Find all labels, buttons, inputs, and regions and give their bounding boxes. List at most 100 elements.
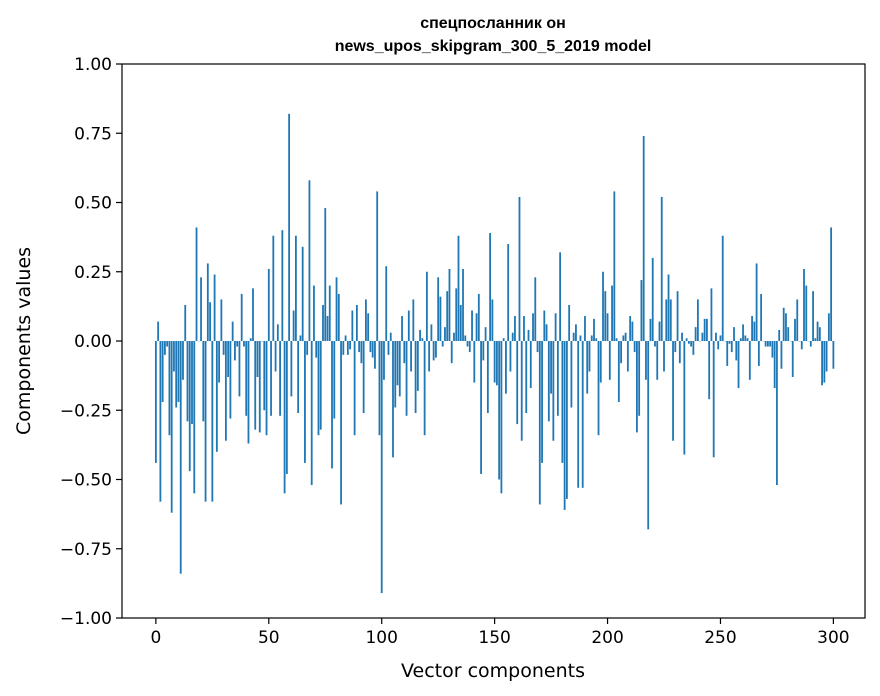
bar xyxy=(565,341,568,499)
bar xyxy=(604,291,607,341)
bar xyxy=(534,277,537,341)
bar xyxy=(353,341,356,436)
bar xyxy=(464,335,467,341)
y-tick-label: −0.25 xyxy=(60,401,112,421)
bar xyxy=(317,341,320,436)
bar xyxy=(360,341,363,364)
bar xyxy=(753,321,756,341)
bar xyxy=(532,313,534,341)
bar xyxy=(667,274,670,341)
bar xyxy=(674,341,677,353)
bar xyxy=(161,341,164,402)
bar xyxy=(624,332,627,341)
bar xyxy=(430,324,433,341)
bar xyxy=(581,341,584,488)
x-tick-label: 300 xyxy=(817,628,849,648)
bar xyxy=(389,332,392,341)
bar xyxy=(493,341,496,383)
bar xyxy=(252,288,254,341)
bar xyxy=(243,341,245,347)
bar xyxy=(593,318,595,341)
bar xyxy=(516,341,519,425)
bar xyxy=(715,332,717,341)
bar xyxy=(297,341,300,414)
x-axis-ticks: 0 50 100 150 200 250 300 xyxy=(150,618,850,648)
bar xyxy=(507,244,510,341)
bar xyxy=(586,341,589,394)
bar xyxy=(220,299,223,341)
bar xyxy=(385,266,388,341)
y-tick-label: −0.50 xyxy=(60,471,112,491)
bar xyxy=(328,285,331,341)
bar xyxy=(776,341,778,486)
bar xyxy=(290,341,293,397)
bar xyxy=(270,341,272,416)
bar xyxy=(412,299,415,341)
bar xyxy=(292,310,295,341)
bar xyxy=(166,341,169,347)
y-tick-label: 0.25 xyxy=(74,263,112,283)
bar xyxy=(231,321,234,341)
bar xyxy=(778,329,781,341)
bar xyxy=(398,341,401,397)
bar xyxy=(342,341,345,355)
bar xyxy=(247,341,250,444)
bar xyxy=(315,341,318,358)
bar xyxy=(387,341,390,355)
bar xyxy=(227,341,230,378)
bar xyxy=(240,293,243,341)
bar xyxy=(322,304,324,341)
bar xyxy=(527,329,530,341)
bar xyxy=(728,341,731,344)
bar xyxy=(735,341,738,361)
bar xyxy=(520,341,523,441)
bar xyxy=(514,316,516,341)
plot-frame xyxy=(121,63,866,619)
bar xyxy=(396,341,399,386)
bar xyxy=(611,285,613,341)
bar xyxy=(690,341,693,347)
bar xyxy=(543,310,546,341)
bar xyxy=(236,341,239,347)
bar xyxy=(816,321,819,341)
bar xyxy=(712,341,715,458)
bar xyxy=(374,341,376,369)
bar xyxy=(392,341,394,458)
bar xyxy=(234,341,236,361)
bar xyxy=(638,341,641,416)
bar xyxy=(654,341,656,347)
bar xyxy=(613,191,616,341)
bar xyxy=(274,341,277,372)
bar xyxy=(288,113,291,341)
bar xyxy=(518,196,521,341)
bar xyxy=(663,341,665,372)
bar xyxy=(419,329,422,341)
bar xyxy=(265,341,268,436)
chart-title: спецпосланник он xyxy=(420,15,566,32)
bar xyxy=(209,302,211,341)
bar xyxy=(636,341,638,433)
bar xyxy=(324,208,327,341)
bar xyxy=(629,316,632,341)
bar xyxy=(803,268,805,341)
bar xyxy=(706,318,708,341)
bar xyxy=(615,338,618,341)
bar xyxy=(523,316,525,341)
bar xyxy=(647,341,650,530)
bar xyxy=(701,332,704,341)
bar xyxy=(256,341,259,378)
bar xyxy=(380,341,383,594)
bar xyxy=(577,341,580,488)
bar xyxy=(692,341,695,355)
x-tick-label: 150 xyxy=(478,628,510,648)
bar xyxy=(177,341,180,402)
bar xyxy=(453,332,455,341)
bar xyxy=(346,341,349,355)
bar xyxy=(349,341,351,350)
bar xyxy=(446,291,449,341)
bar xyxy=(294,235,297,341)
bar xyxy=(331,341,333,469)
bar xyxy=(184,304,187,341)
bar xyxy=(195,227,198,341)
bar xyxy=(685,338,688,341)
